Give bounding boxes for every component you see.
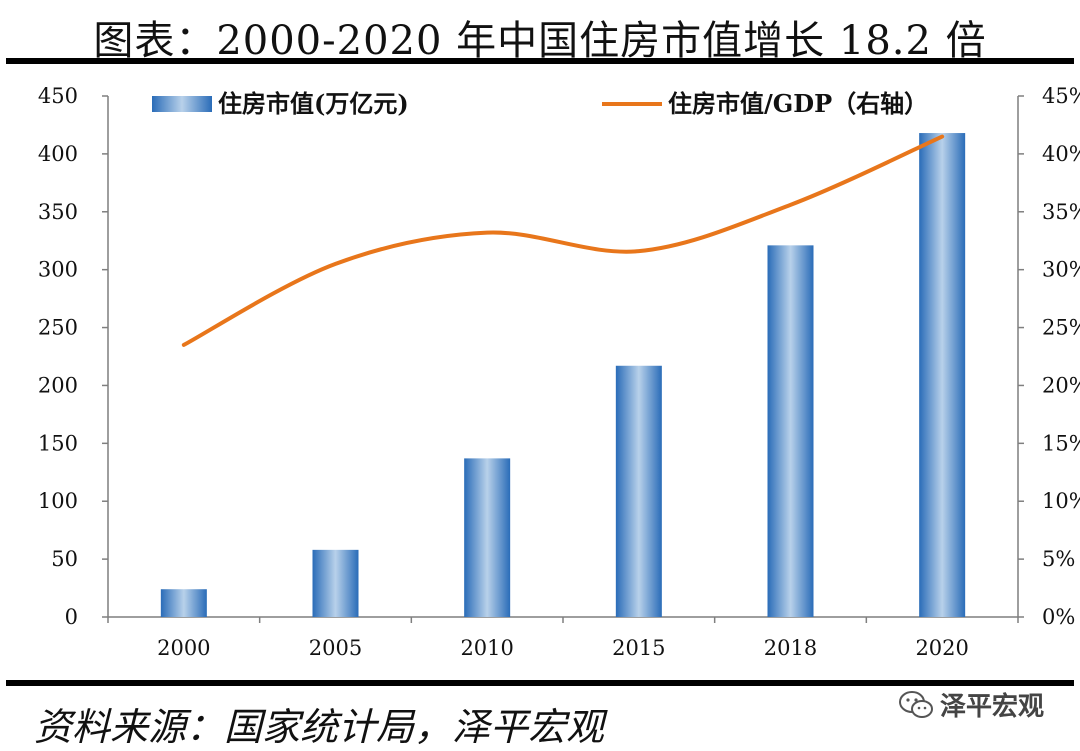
right-tick-label: 10% [1042,489,1080,513]
left-tick-label: 50 [51,547,78,571]
x-tick-label: 2020 [915,636,968,660]
right-tick-label: 35% [1042,200,1080,224]
bar [464,458,510,617]
legend-line-label: 住房市值/GDP（右轴） [668,89,928,118]
right-tick-label: 15% [1042,431,1080,455]
source-note: 资料来源：国家统计局，泽平宏观 [34,696,604,751]
left-tick-label: 150 [38,431,78,455]
legend-bar-label: 住房市值(万亿元) [218,89,409,118]
line-series [184,136,943,345]
left-tick-label: 200 [38,373,78,397]
right-tick-label: 5% [1042,547,1075,571]
left-tick-label: 100 [38,489,78,513]
right-tick-label: 25% [1042,316,1080,340]
wechat-icon [898,690,934,720]
legend: 住房市值(万亿元) 住房市值/GDP（右轴） [152,89,928,118]
right-tick-label: 0% [1042,605,1075,629]
bar [161,589,207,617]
right-tick-label: 20% [1042,373,1080,397]
bar [768,245,814,617]
right-tick-label: 45% [1042,84,1080,108]
left-tick-label: 250 [38,316,78,340]
bar-series [161,133,965,617]
left-tick-label: 0 [65,605,78,629]
right-tick-label: 30% [1042,258,1080,282]
left-tick-label: 350 [38,200,78,224]
x-tick-label: 2000 [157,636,210,660]
bar [616,366,662,617]
bar [313,550,359,617]
watermark-text: 泽平宏观 [940,686,1044,723]
left-tick-label: 450 [38,84,78,108]
line-path [184,137,942,345]
legend-bar-swatch [152,96,212,112]
left-tick-label: 400 [38,142,78,166]
chart-canvas: 0 50 100 150 200 250 300 350 400 450 0% 5% 10% 15% 20%… [0,64,1080,680]
watermark: 泽平宏观 [898,686,1044,723]
bar [919,133,965,617]
x-tick-label: 2005 [309,636,362,660]
x-tick-label: 2010 [460,636,513,660]
x-tick-label: 2018 [764,636,817,660]
left-tick-label: 300 [38,258,78,282]
right-tick-label: 40% [1042,142,1080,166]
x-tick-label: 2015 [612,636,665,660]
